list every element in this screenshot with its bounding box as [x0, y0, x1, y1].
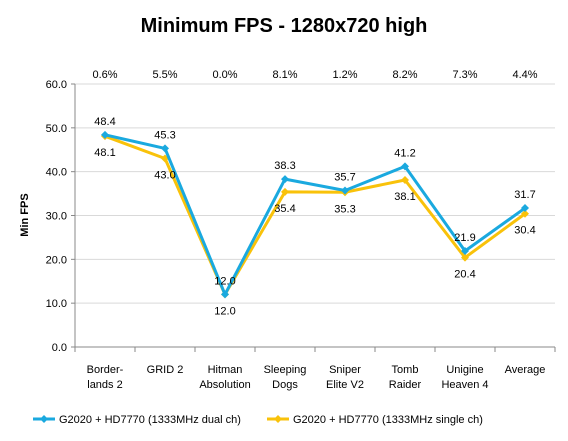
data-label: 31.7 — [514, 189, 535, 201]
data-label: 21.9 — [454, 232, 475, 244]
data-label: 48.4 — [94, 116, 115, 128]
data-label: 12.0 — [214, 305, 235, 317]
data-point — [341, 186, 349, 195]
top-annotation: 5.5% — [152, 69, 177, 81]
top-annotations: 0.6% 5.5% 0.0% 8.1% 1.2% 8.2% 7.3% 4.4% — [92, 69, 537, 81]
top-annotation: 0.6% — [92, 69, 117, 81]
x-tick-label: Sniper Elite V2 — [326, 364, 364, 391]
legend-swatch-marker — [40, 415, 48, 423]
data-point — [461, 247, 469, 256]
x-tick-label: Border-lands 2 — [87, 364, 124, 391]
data-point — [401, 162, 409, 171]
top-annotation: 7.3% — [452, 69, 477, 81]
legend-label: G2020 + HD7770 (1333MHz dual ch) — [59, 414, 241, 426]
gridlines — [75, 83, 555, 304]
x-tick-label: Average — [505, 364, 546, 376]
legend: G2020 + HD7770 (1333MHz dual ch) G2020 + … — [33, 414, 483, 426]
data-label: 35.3 — [334, 203, 355, 215]
data-label: 45.3 — [154, 129, 175, 141]
y-tick-labels: 0.0 10.0 20.0 30.0 40.0 50.0 60.0 — [46, 79, 67, 354]
data-label: 35.7 — [334, 172, 355, 184]
data-point — [521, 204, 529, 213]
x-tick-labels: Border-lands 2 GRID 2 Hitman Absolution Slee… — [87, 364, 546, 391]
data-point — [161, 144, 169, 153]
x-tick-label: Sleeping Dogs — [264, 364, 307, 391]
data-label: 38.3 — [274, 160, 295, 172]
series-line — [104, 133, 526, 296]
y-axis-label: Min FPS — [19, 193, 31, 236]
data-point — [221, 290, 229, 299]
data-point — [521, 209, 529, 218]
series-line — [104, 134, 526, 296]
y-tick-label: 0.0 — [52, 342, 67, 354]
y-tick-label: 40.0 — [46, 167, 67, 179]
y-tick-label: 10.0 — [46, 298, 67, 310]
data-point — [401, 175, 409, 184]
data-label: 43.0 — [154, 170, 175, 182]
y-tick-label: 20.0 — [46, 254, 67, 266]
data-label: 38.1 — [394, 191, 415, 203]
top-annotation: 1.2% — [332, 69, 357, 81]
chart-title: Minimum FPS - 1280x720 high — [141, 15, 428, 37]
y-tick-label: 60.0 — [46, 79, 67, 91]
series-lines — [101, 130, 529, 299]
data-point — [281, 187, 289, 196]
data-label: 41.2 — [394, 147, 415, 159]
x-tick-label: Unigine Heaven 4 — [441, 364, 488, 391]
axes — [71, 83, 556, 352]
top-annotation: 8.1% — [272, 69, 297, 81]
top-annotation: 8.2% — [392, 69, 417, 81]
data-label: 20.4 — [454, 269, 475, 281]
top-annotation: 4.4% — [512, 69, 537, 81]
x-tick-label: Hitman Absolution — [199, 364, 250, 391]
y-tick-label: 30.0 — [46, 211, 67, 223]
data-label: 48.1 — [94, 147, 115, 159]
data-label: 35.4 — [274, 203, 295, 215]
data-point — [461, 253, 469, 262]
data-point — [101, 130, 109, 139]
legend-label: G2020 + HD7770 (1333MHz single ch) — [293, 414, 483, 426]
top-annotation: 0.0% — [212, 69, 237, 81]
x-tick-label: GRID 2 — [147, 364, 184, 376]
x-tick-label: Tomb Raider — [389, 364, 422, 391]
data-labels: 48.4 45.3 12.0 38.3 35.7 41.2 21.9 31.7 48.1 43.0… — [94, 116, 535, 318]
data-label: 30.4 — [514, 225, 535, 237]
y-tick-label: 50.0 — [46, 123, 67, 135]
data-point — [281, 175, 289, 184]
legend-swatch-marker — [274, 415, 282, 423]
data-label: 12.0 — [214, 275, 235, 287]
